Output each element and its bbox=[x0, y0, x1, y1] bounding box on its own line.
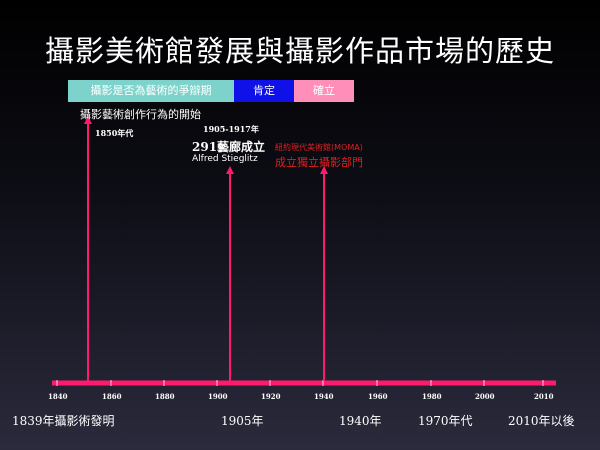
annotation-1850s: 1850年代 bbox=[95, 128, 134, 138]
tick-label-1920: 1920 bbox=[261, 392, 281, 401]
tick-label-1940: 1940 bbox=[314, 392, 334, 401]
legend-established: 確立 bbox=[294, 80, 354, 102]
annotation-1905-1917: 1905-1917年 bbox=[203, 124, 259, 134]
tick-label-1860: 1860 bbox=[102, 392, 122, 401]
arrowhead-1905 bbox=[226, 166, 234, 174]
tick-label-1840: 1840 bbox=[48, 392, 68, 401]
bottom-label-1905: 1905年 bbox=[221, 414, 264, 428]
slide-title: 攝影美術館發展與攝影作品市場的歷史 bbox=[44, 34, 555, 68]
annotation-art-start: 攝影藝術創作行為的開始 bbox=[80, 108, 201, 121]
tick-label-1960: 1960 bbox=[368, 392, 388, 401]
tick-label-1980: 1980 bbox=[422, 392, 442, 401]
bottom-label-1839: 1839年攝影術發明 bbox=[12, 414, 115, 428]
tick-label-2000: 2000 bbox=[475, 392, 495, 401]
legend-bar: 攝影是否為藝術的爭辯期 肯定 確立 bbox=[68, 80, 354, 102]
bottom-label-1970s: 1970年代 bbox=[418, 414, 473, 428]
annotation-moma: 紐約現代美術館(MOMA) bbox=[275, 143, 363, 152]
legend-debate-period: 攝影是否為藝術的爭辯期 bbox=[68, 80, 234, 102]
arrowhead-1850 bbox=[84, 116, 92, 124]
bottom-label-1940: 1940年 bbox=[339, 414, 382, 428]
tick-label-2010: 2010 bbox=[534, 392, 554, 401]
annotation-stieglitz: Alfred Stieglitz bbox=[192, 154, 258, 164]
annotation-photo-dept: 成立獨立攝影部門 bbox=[275, 156, 363, 169]
tick-label-1900: 1900 bbox=[208, 392, 228, 401]
arrowhead-1940 bbox=[320, 166, 328, 174]
annotation-291-gallery: 291藝廊成立 bbox=[192, 140, 266, 154]
legend-affirmed: 肯定 bbox=[234, 80, 294, 102]
bottom-label-2010: 2010年以後 bbox=[508, 414, 575, 428]
tick-label-1880: 1880 bbox=[155, 392, 175, 401]
